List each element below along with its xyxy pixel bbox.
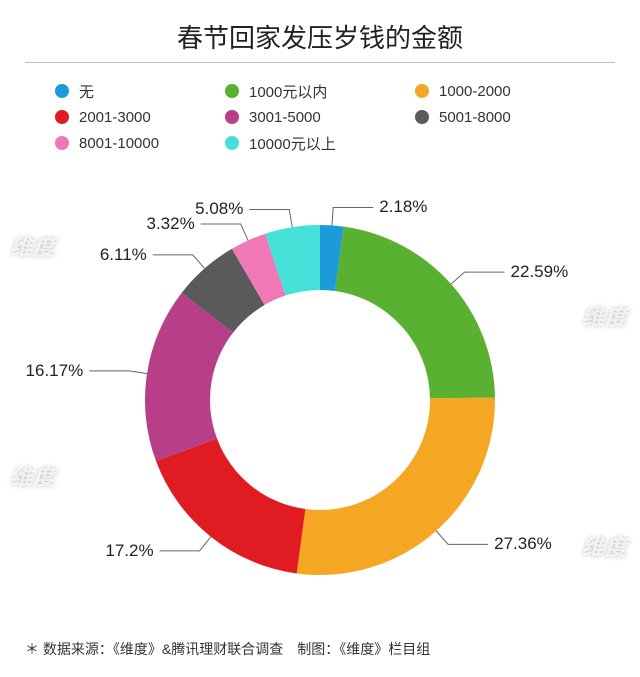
pct-label: 22.59% [511, 262, 569, 282]
leader-line [153, 255, 205, 269]
legend-item: 无 [55, 81, 225, 102]
donut-svg [0, 170, 640, 630]
legend-swatch [55, 136, 69, 150]
legend-label: 无 [79, 81, 94, 102]
donut-area: 2.18% 22.59% 27.36% 17.2% 16.17% 6.11%3.32%5.… [0, 170, 640, 630]
chart-title: 春节回家发压岁钱的金额 [0, 18, 640, 55]
legend-swatch [55, 84, 69, 98]
leader-line [201, 224, 248, 240]
pct-label: 2.18% [379, 197, 427, 217]
legend-item: 3001-5000 [225, 109, 415, 126]
legend-label: 5001-8000 [439, 109, 511, 126]
pct-label: 6.11% [100, 245, 147, 265]
leader-line [332, 207, 373, 225]
legend-label: 10000元以上 [249, 133, 336, 154]
legend-item: 5001-8000 [415, 109, 585, 126]
legend-row: 8001-10000 10000元以上 [55, 130, 585, 156]
legend-label: 2001-3000 [79, 109, 151, 126]
legend-swatch [55, 110, 69, 124]
leader-line [436, 531, 488, 544]
legend-label: 1000-2000 [439, 83, 511, 100]
pct-label: 3.32% [147, 214, 195, 234]
legend-item: 1000-2000 [415, 83, 585, 100]
legend-swatch [225, 84, 239, 98]
legend-label: 8001-10000 [79, 135, 159, 152]
donut-slice [335, 227, 495, 399]
legend-row: 无 1000元以内 1000-2000 [55, 78, 585, 104]
chart-frame: 春节回家发压岁钱的金额 无 1000元以内 1000-2000 2001-3000 30… [0, 0, 640, 677]
leader-line [89, 371, 147, 374]
legend-item: 2001-3000 [55, 109, 225, 126]
donut-slice [297, 397, 495, 575]
pct-label: 27.36% [494, 534, 552, 554]
legend-row: 2001-3000 3001-5000 5001-8000 [55, 104, 585, 130]
legend-label: 3001-5000 [249, 109, 321, 126]
pct-label: 16.17% [26, 361, 84, 381]
leader-line [160, 537, 211, 551]
legend-swatch [415, 84, 429, 98]
source-line: ＊ 数据来源：《维度》&腾讯理财联合调查 制图：《维度》栏目组 [25, 639, 430, 659]
legend-swatch [225, 110, 239, 124]
title-rule [25, 62, 615, 63]
leader-line [249, 209, 292, 227]
legend-swatch [415, 110, 429, 124]
legend-label: 1000元以内 [249, 81, 327, 102]
legend-item: 10000元以上 [225, 133, 415, 154]
donut-slice [156, 438, 305, 573]
legend-item: 1000元以内 [225, 81, 415, 102]
legend-swatch [225, 136, 239, 150]
legend: 无 1000元以内 1000-2000 2001-3000 3001-5000 5001-… [55, 78, 585, 156]
legend-item: 8001-10000 [55, 135, 225, 152]
pct-label: 17.2% [105, 541, 153, 561]
pct-label: 5.08% [195, 199, 243, 219]
leader-line [451, 272, 504, 284]
